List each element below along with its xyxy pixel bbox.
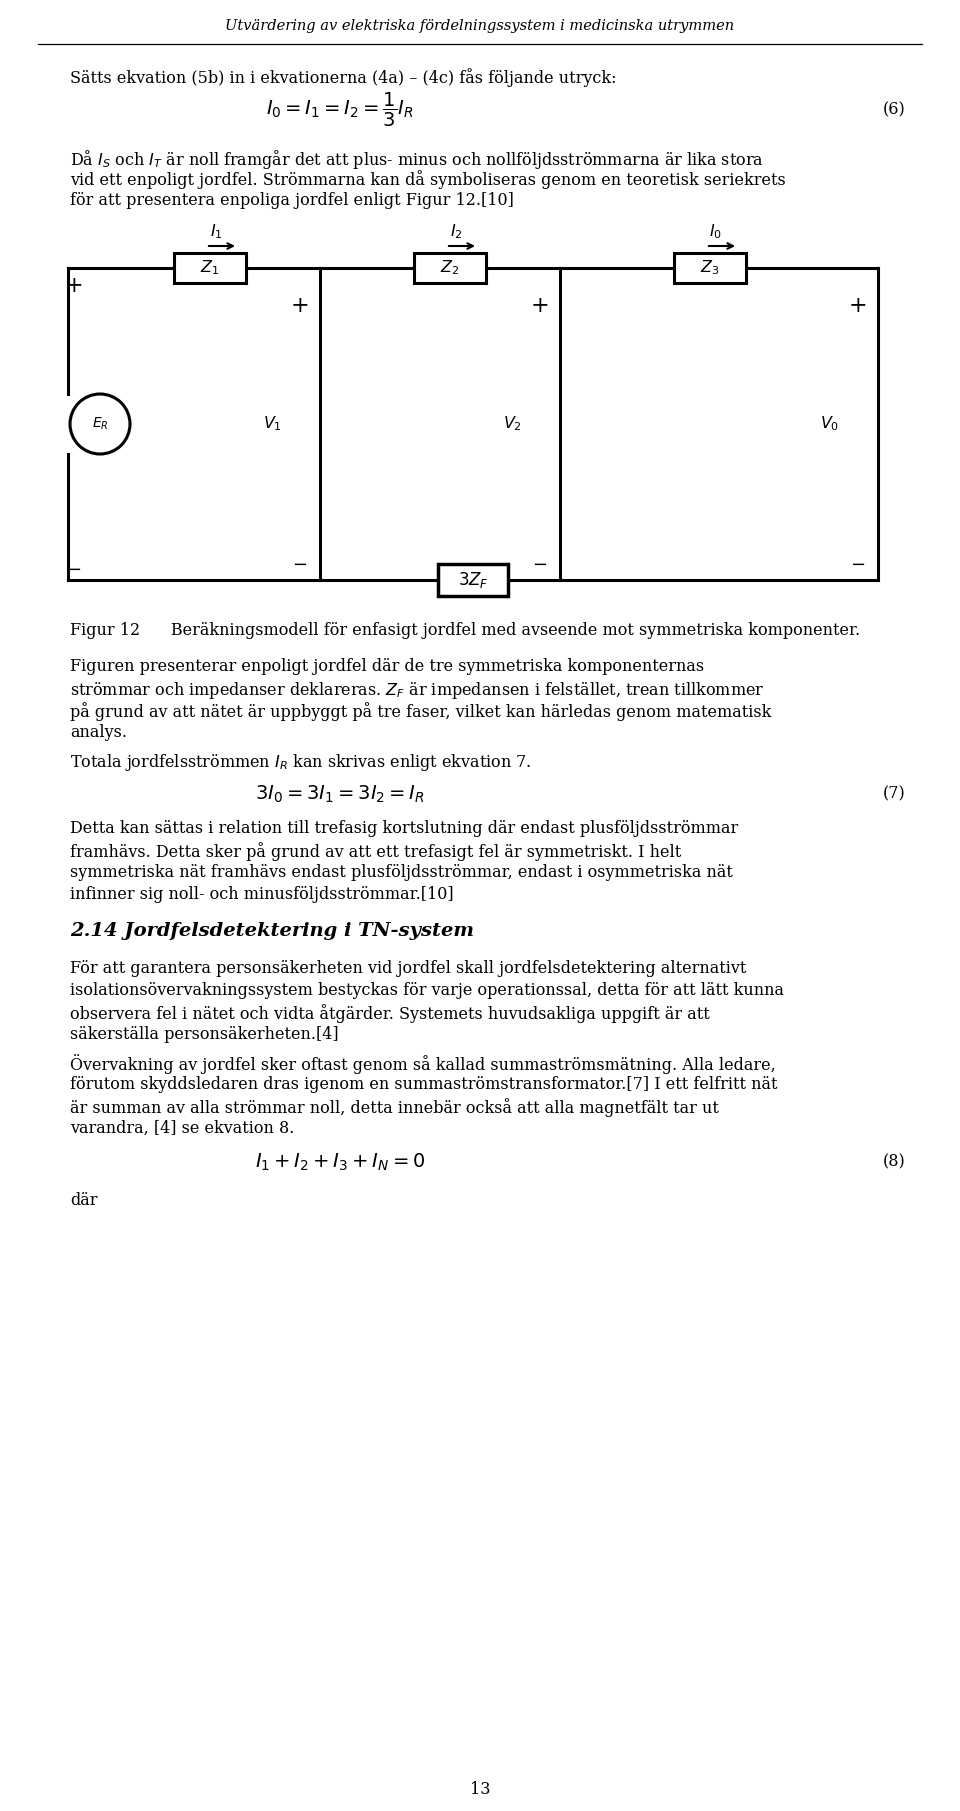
Text: $Z_3$: $Z_3$ [700, 259, 720, 277]
Text: 2.14 Jordfelsdetektering i TN-system: 2.14 Jordfelsdetektering i TN-system [70, 922, 474, 940]
Text: $V_1$: $V_1$ [262, 415, 281, 433]
Text: Figur 12      Beräkningsmodell för enfasigt jordfel med avseende mot symmetriska: Figur 12 Beräkningsmodell för enfasigt j… [70, 621, 860, 639]
Text: $V_0$: $V_0$ [821, 415, 840, 433]
Text: analys.: analys. [70, 724, 127, 741]
Text: $I_2$: $I_2$ [449, 223, 463, 241]
Text: +: + [291, 295, 309, 317]
Text: +: + [531, 295, 549, 317]
Text: (6): (6) [882, 101, 905, 118]
Text: vid ett enpoligt jordfel. Strömmarna kan då symboliseras genom en teoretisk seri: vid ett enpoligt jordfel. Strömmarna kan… [70, 170, 785, 188]
Text: +: + [64, 275, 84, 297]
Text: $Z_2$: $Z_2$ [441, 259, 460, 277]
Text: observera fel i nätet och vidta åtgärder. Systemets huvudsakliga uppgift är att: observera fel i nätet och vidta åtgärder… [70, 1003, 709, 1023]
Text: $I_1 + I_2 + I_3 + I_N = 0$: $I_1 + I_2 + I_3 + I_N = 0$ [255, 1152, 425, 1174]
Text: $I_0 = I_1 = I_2 = \dfrac{1}{3}I_R$: $I_0 = I_1 = I_2 = \dfrac{1}{3}I_R$ [266, 91, 414, 129]
Text: varandra, [4] se ekvation 8.: varandra, [4] se ekvation 8. [70, 1119, 295, 1137]
Text: −: − [533, 556, 547, 574]
Text: −: − [851, 556, 866, 574]
Text: $I_1$: $I_1$ [209, 223, 223, 241]
Text: (8): (8) [882, 1154, 905, 1170]
Text: $Z_1$: $Z_1$ [201, 259, 220, 277]
Text: −: − [66, 561, 82, 580]
Text: Då $I_S$ och $I_T$ är noll framgår det att plus- minus och nollföljdsströmmarna : Då $I_S$ och $I_T$ är noll framgår det a… [70, 149, 764, 170]
Text: infinner sig noll- och minusföljdsströmmar.[10]: infinner sig noll- och minusföljdsströmm… [70, 886, 454, 904]
Text: för att presentera enpoliga jordfel enligt Figur 12.[10]: för att presentera enpoliga jordfel enli… [70, 192, 514, 208]
Text: på grund av att nätet är uppbyggt på tre faser, vilket kan härledas genom matema: på grund av att nätet är uppbyggt på tre… [70, 703, 772, 721]
Bar [438, 563, 508, 596]
Text: 13: 13 [469, 1782, 491, 1798]
Text: $E_R$: $E_R$ [92, 417, 108, 433]
Bar [174, 254, 246, 283]
Text: isolationsövervakningssystem bestyckas för varje operationssal, detta för att lä: isolationsövervakningssystem bestyckas f… [70, 982, 784, 1000]
Text: Övervakning av jordfel sker oftast genom så kallad summaströmsmätning. Alla leda: Övervakning av jordfel sker oftast genom… [70, 1054, 776, 1074]
Text: −: − [293, 556, 307, 574]
Text: symmetriska nät framhävs endast plusföljdsströmmar, endast i osymmetriska nät: symmetriska nät framhävs endast plusfölj… [70, 864, 732, 880]
Text: Sätts ekvation (5b) in i ekvationerna (4a) – (4c) fås följande utryck:: Sätts ekvation (5b) in i ekvationerna (4… [70, 69, 616, 87]
Bar [414, 254, 486, 283]
Text: där: där [70, 1192, 98, 1210]
Text: Detta kan sättas i relation till trefasig kortslutning där endast plusföljdsströ: Detta kan sättas i relation till trefasi… [70, 820, 738, 837]
Text: förutom skyddsledaren dras igenom en summaströmstransformator.[7] I ett felfritt: förutom skyddsledaren dras igenom en sum… [70, 1076, 778, 1094]
Text: Totala jordfelsströmmen $I_R$ kan skrivas enligt ekvation 7.: Totala jordfelsströmmen $I_R$ kan skriva… [70, 752, 532, 773]
Text: Figuren presenterar enpoligt jordfel där de tre symmetriska komponenternas: Figuren presenterar enpoligt jordfel där… [70, 657, 704, 676]
Text: strömmar och impedanser deklareras. $Z_F$ är impedansen i felstället, trean till: strömmar och impedanser deklareras. $Z_F… [70, 679, 764, 701]
Text: $3Z_F$: $3Z_F$ [458, 570, 489, 590]
Text: framhävs. Detta sker på grund av att ett trefasigt fel är symmetriskt. I helt: framhävs. Detta sker på grund av att ett… [70, 842, 682, 860]
Text: (7): (7) [882, 786, 905, 802]
Text: $V_2$: $V_2$ [502, 415, 521, 433]
Text: +: + [849, 295, 867, 317]
Text: säkerställa personsäkerheten.[4]: säkerställa personsäkerheten.[4] [70, 1027, 339, 1043]
Text: $3I_0 = 3I_1 = 3I_2 = I_R$: $3I_0 = 3I_1 = 3I_2 = I_R$ [255, 784, 425, 804]
Text: För att garantera personsäkerheten vid jordfel skall jordfelsdetektering alterna: För att garantera personsäkerheten vid j… [70, 960, 746, 976]
Text: är summan av alla strömmar noll, detta innebär också att alla magnetfält tar ut: är summan av alla strömmar noll, detta i… [70, 1097, 719, 1117]
Text: $I_0$: $I_0$ [709, 223, 723, 241]
Bar [674, 254, 746, 283]
Text: Utvärdering av elektriska fördelningssystem i medicinska utrymmen: Utvärdering av elektriska fördelningssys… [226, 18, 734, 33]
